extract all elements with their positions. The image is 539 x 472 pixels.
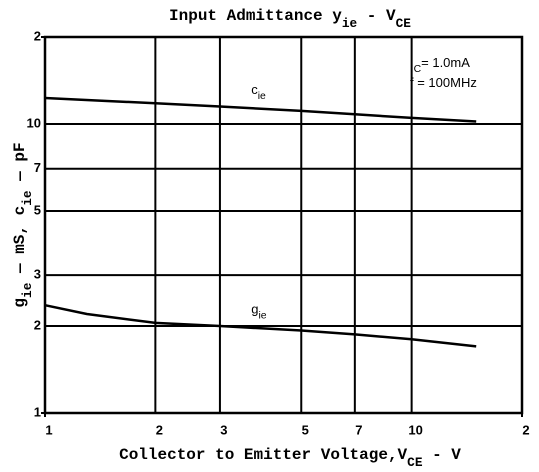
- annotation-part: C: [414, 64, 422, 75]
- x-axis-label-part: - V: [423, 446, 462, 464]
- series-label: cie: [251, 82, 266, 102]
- annotation-part: f = 100MHz: [410, 75, 477, 90]
- series-label: gie: [251, 302, 267, 322]
- y-tick-label: 2: [34, 28, 41, 43]
- x-tick-label: 2: [522, 422, 529, 437]
- x-tick-label: 2: [156, 422, 163, 437]
- line: [44, 96, 477, 123]
- chart-title-part: CE: [396, 16, 412, 31]
- y-axis-label-part: — pF: [11, 142, 29, 190]
- series-label-part: ie: [258, 311, 266, 322]
- y-tick-label: 3: [34, 267, 41, 282]
- y-tick-label: 5: [34, 202, 41, 217]
- y-axis-label-part: g: [11, 298, 29, 308]
- plot-frame: [43, 35, 524, 415]
- line: [44, 303, 477, 348]
- y-axis-label-part: ie: [20, 190, 35, 206]
- chart-title-part: ie: [342, 16, 358, 31]
- y-axis-label-part: ie: [20, 282, 35, 298]
- chart-title: Input Admittance yie - VCE: [169, 7, 411, 31]
- series-label-part: c: [251, 82, 258, 97]
- annotation-part: = 1.0mA: [421, 55, 470, 70]
- chart-title-part: - V: [357, 7, 396, 25]
- y-tick-label: 7: [34, 160, 41, 175]
- y-tick-label: 1: [34, 404, 41, 419]
- y-axis-label-part: — mS, c: [11, 206, 29, 283]
- x-axis-label-part: CE: [407, 455, 423, 470]
- x-tick-label: 7: [355, 422, 362, 437]
- y-axis-label: gie — mS, cie — pF: [11, 142, 35, 307]
- x-tick-label: 10: [408, 422, 422, 437]
- y-tick-label: 2: [34, 317, 41, 332]
- annotation: f = 100MHz: [410, 75, 477, 90]
- x-tick-label: 5: [302, 422, 309, 437]
- y-tick-label: 10: [27, 115, 41, 130]
- x-tick-label: 1: [45, 422, 52, 437]
- series-label-part: g: [251, 302, 258, 317]
- x-axis-label-part: Collector to Emitter Voltage,V: [119, 446, 407, 464]
- annotation: IC= 1.0mA: [410, 55, 470, 75]
- series-label-part: ie: [258, 91, 266, 102]
- x-axis-label: Collector to Emitter Voltage,VCE - V: [119, 446, 461, 470]
- chart-title-part: Input Admittance y: [169, 7, 342, 25]
- x-tick-label: 3: [220, 422, 227, 437]
